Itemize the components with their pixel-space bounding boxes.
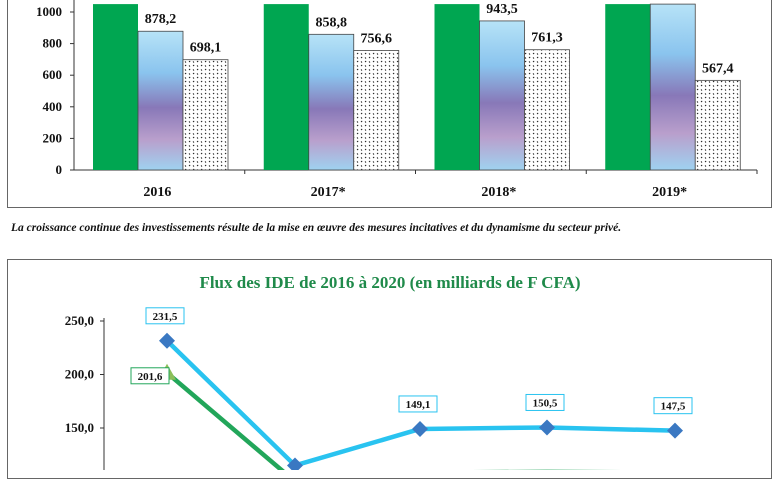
bar-2019*-series-3 bbox=[694, 79, 741, 171]
diamond-marker bbox=[287, 457, 303, 470]
y-tick-label: 0 bbox=[56, 162, 63, 177]
series-line-2 bbox=[165, 371, 623, 470]
data-label: 231,5 bbox=[153, 311, 178, 323]
diamond-marker bbox=[412, 420, 428, 437]
bar-2017*-series-3 bbox=[353, 50, 400, 171]
bar-2019*-series-2 bbox=[649, 3, 696, 171]
diamond-marker bbox=[667, 422, 683, 439]
y-tick-label: 600 bbox=[43, 67, 63, 82]
bar-2018*-series-1 bbox=[434, 4, 480, 170]
y-tick-label: 1000 bbox=[36, 4, 62, 19]
bar-2018*-series-3 bbox=[524, 49, 570, 171]
data-label: 943,5 bbox=[486, 2, 518, 17]
diamond-marker bbox=[159, 332, 175, 349]
x-tick-label: 2017* bbox=[311, 185, 346, 200]
data-label: 147,5 bbox=[661, 401, 686, 413]
bar-2019*-series-1 bbox=[605, 4, 651, 170]
data-label: 858,8 bbox=[316, 15, 348, 30]
data-label: 698,1 bbox=[190, 41, 222, 56]
data-label-box bbox=[525, 393, 565, 411]
bar-2017*-series-1 bbox=[263, 4, 309, 170]
y-tick-label: 200,0 bbox=[65, 367, 94, 382]
bar-2018*-series-2 bbox=[479, 20, 525, 171]
y-tick-label: 400 bbox=[43, 99, 63, 114]
data-label-box bbox=[398, 395, 438, 413]
bar-2017*-series-2 bbox=[308, 33, 355, 171]
data-label: 201,6 bbox=[138, 371, 163, 383]
data-label: 149,1 bbox=[406, 399, 431, 411]
y-tick-label: 250,0 bbox=[65, 313, 94, 328]
data-label-box bbox=[653, 397, 693, 415]
y-tick-label: 200 bbox=[43, 130, 63, 145]
line-chart-title: Flux des IDE de 2016 à 2020 (en milliard… bbox=[199, 273, 581, 292]
data-label-box bbox=[130, 367, 170, 385]
x-tick-label: 2018* bbox=[481, 185, 516, 200]
y-tick-label: 150,0 bbox=[65, 420, 94, 435]
data-label: 567,4 bbox=[702, 61, 734, 76]
diamond-marker bbox=[539, 419, 555, 436]
data-label: 756,6 bbox=[361, 31, 393, 46]
data-label-box bbox=[145, 307, 185, 325]
x-tick-label: 2016 bbox=[143, 185, 171, 200]
chart-caption: La croissance continue des investissemen… bbox=[11, 222, 622, 234]
bar-2016-series-3 bbox=[182, 59, 229, 171]
data-label: 878,2 bbox=[145, 12, 177, 27]
data-label: 761,3 bbox=[531, 31, 563, 46]
bar-chart: 0 200 400 600 800 1000 2016 2017* 2018* 2019* 878… bbox=[36, 0, 758, 200]
data-label: 150,5 bbox=[533, 397, 558, 409]
x-tick-label: 2019* bbox=[652, 185, 687, 200]
y-tick-label: 800 bbox=[43, 36, 63, 51]
bar-2016-series-1 bbox=[93, 4, 138, 170]
